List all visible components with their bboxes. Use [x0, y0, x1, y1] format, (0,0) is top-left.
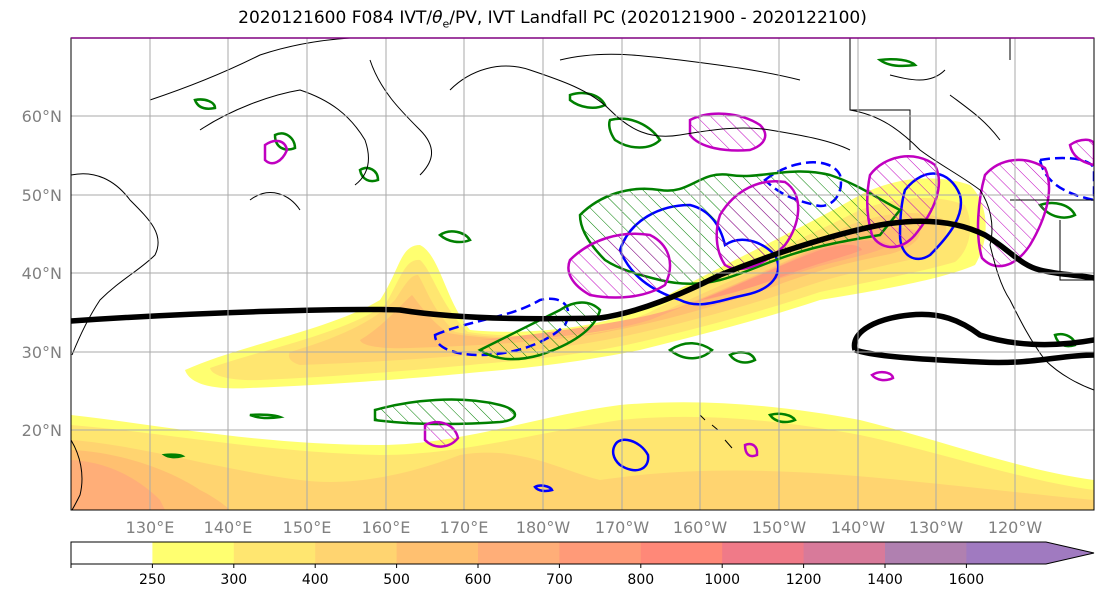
- lon-label-170e: 170°E: [440, 518, 489, 537]
- colorbar-label: 250: [139, 572, 166, 588]
- lat-label-20: 20°N: [22, 421, 62, 440]
- colorbar-label: 500: [383, 572, 410, 588]
- colorbar-segment: [803, 542, 886, 564]
- colorbar-label: 600: [465, 572, 492, 588]
- lon-label-160e: 160°E: [362, 518, 411, 537]
- lon-label-180w: 180°W: [516, 518, 571, 537]
- colorbar-label: 1200: [786, 572, 822, 588]
- map-title: 2020121600 F084 IVT/θe/PV, IVT Landfall …: [238, 8, 867, 31]
- colorbar-segment: [559, 542, 642, 564]
- colorbar-label: 1000: [704, 572, 740, 588]
- colorbar-label: 1400: [867, 572, 903, 588]
- colorbar-label: 800: [627, 572, 654, 588]
- ivt-shading-tropical: [71, 402, 1094, 510]
- lon-label-140e: 140°E: [204, 518, 253, 537]
- lat-label-50: 50°N: [22, 186, 62, 205]
- colorbar-segment: [315, 542, 398, 564]
- longitude-labels: 130°E 140°E 150°E 160°E 170°E 180°W 170°…: [126, 518, 1043, 537]
- colorbar-segment: [478, 542, 560, 564]
- colorbar-segment: [885, 542, 967, 564]
- ivt-landfall-contours: [71, 218, 1094, 366]
- colorbar-segment: [152, 542, 235, 564]
- colorbar-segment: [966, 542, 1094, 564]
- map-layers: [71, 38, 1094, 510]
- lat-label-60: 60°N: [22, 107, 62, 126]
- lon-label-170w: 170°W: [595, 518, 650, 537]
- lon-label-140w: 140°W: [831, 518, 886, 537]
- lat-label-40: 40°N: [22, 264, 62, 283]
- colorbar-segment: [640, 542, 723, 564]
- lon-label-130w: 130°W: [909, 518, 964, 537]
- lon-label-160w: 160°W: [673, 518, 728, 537]
- lon-label-150w: 150°W: [752, 518, 807, 537]
- colorbar-label: 1600: [949, 572, 985, 588]
- colorbar-label: 400: [302, 572, 329, 588]
- lon-label-150e: 150°E: [283, 518, 332, 537]
- colorbar-segment: [233, 542, 316, 564]
- lat-label-30: 30°N: [22, 343, 62, 362]
- colorbar-segment: [722, 542, 805, 564]
- colorbar-label: 700: [546, 572, 573, 588]
- colorbar-segment: [71, 542, 153, 564]
- gridlines: [71, 38, 1094, 510]
- lon-label-130e: 130°E: [126, 518, 175, 537]
- coastlines: [71, 38, 1094, 510]
- colorbar-outline: [70, 541, 1095, 565]
- colorbar-segment: [396, 542, 479, 564]
- colorbar-label: 300: [220, 572, 247, 588]
- colorbar: 250 300 400 500 600 700 800 1000 1200 1400 1600: [70, 541, 1095, 588]
- lon-label-120w: 120°W: [988, 518, 1043, 537]
- latitude-labels: 60°N 50°N 40°N 30°N 20°N: [22, 107, 62, 440]
